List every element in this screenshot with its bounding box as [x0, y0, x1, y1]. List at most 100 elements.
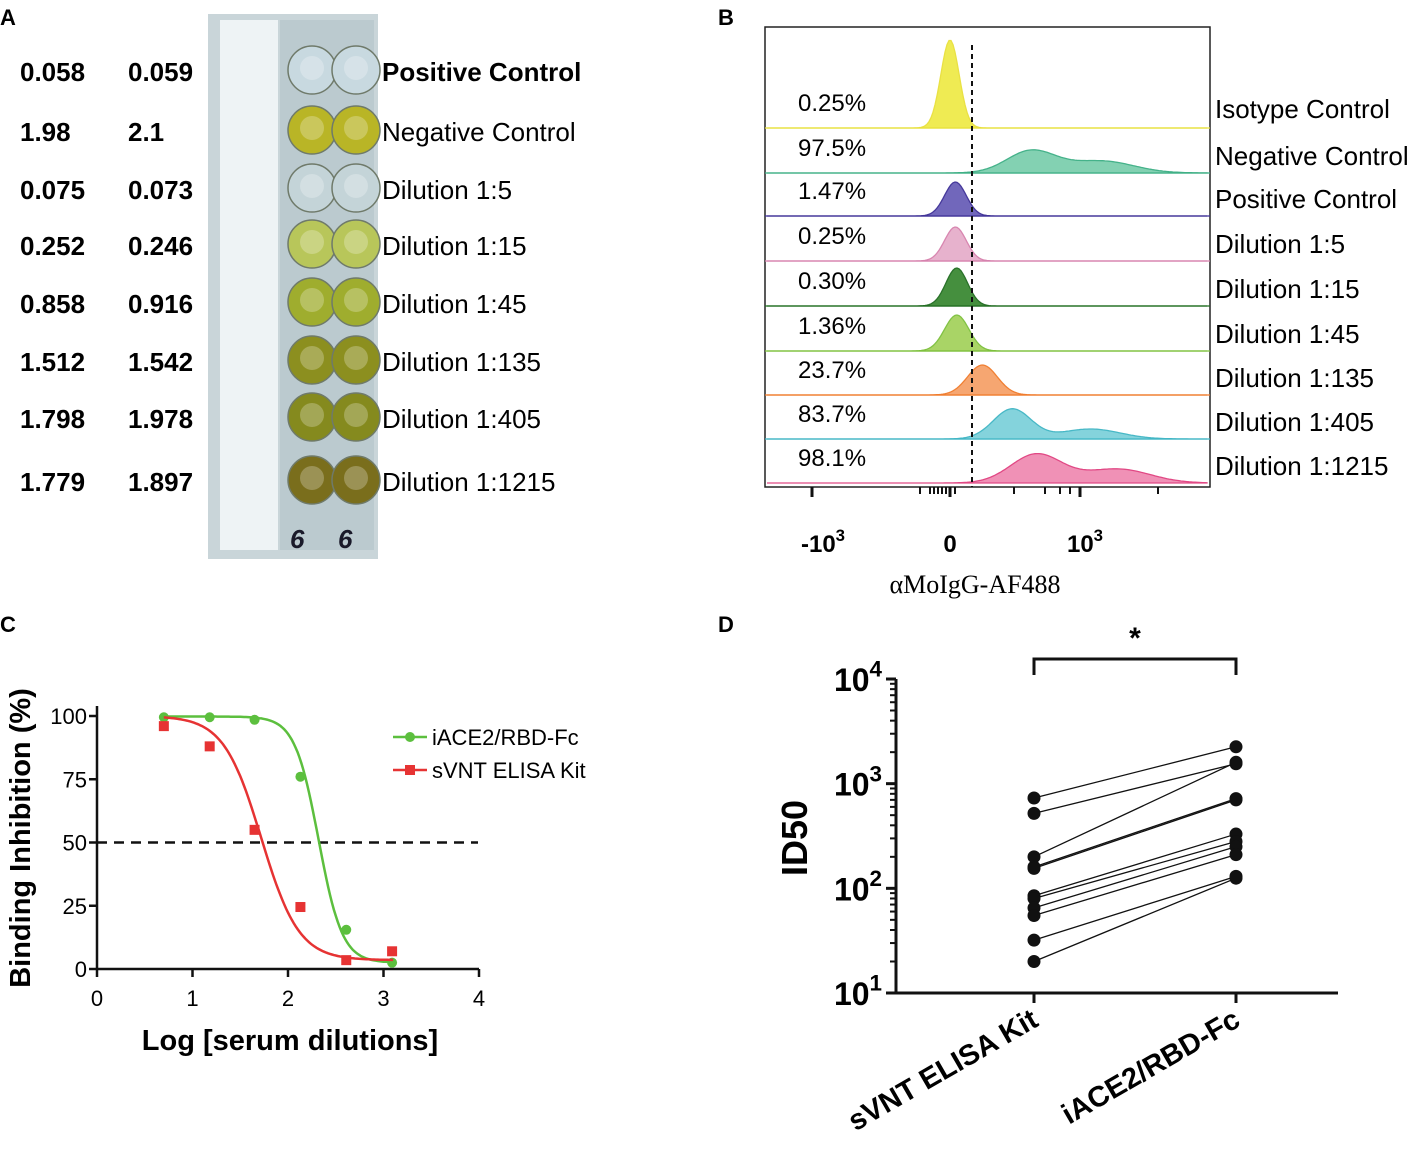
absorbance-value-2: 1.897 [128, 467, 193, 497]
plate-well [331, 455, 381, 505]
sample-label: Dilution 1:15 [1215, 274, 1360, 304]
panel-c-inhibition-curve: 0 25 50 75 100 0 1 2 3 4 Log [serum dilutions] Bind… [5, 688, 586, 1057]
y-tick-label: 102 [834, 866, 882, 907]
pair-line [1033, 840, 1237, 900]
y-tick-label: 103 [834, 761, 882, 802]
fit-curve [163, 716, 394, 962]
pair-line [1033, 846, 1237, 909]
data-point [1027, 806, 1041, 820]
absorbance-value-2: 0.073 [128, 175, 193, 205]
well-highlight [300, 466, 324, 490]
well-highlight [344, 174, 368, 198]
x-tick-label: 3 [377, 986, 389, 1011]
gate-percent: 98.1% [798, 445, 866, 472]
gate-percent: 1.36% [798, 313, 866, 340]
well-highlight [300, 116, 324, 140]
x-tick-label: 0 [91, 986, 103, 1011]
histogram-peak [767, 408, 1207, 440]
x-tick-label: 1 [186, 986, 198, 1011]
well-highlight [344, 230, 368, 254]
pair-line [1033, 797, 1237, 868]
data-point [249, 714, 260, 725]
pair-line [1033, 833, 1237, 897]
absorbance-value-1: 0.858 [20, 289, 85, 319]
legend-label: iACE2/RBD-Fc [432, 725, 579, 750]
y-tick-label: 50 [63, 831, 87, 856]
plate-well [331, 163, 381, 213]
data-point [1229, 740, 1243, 754]
x-axis-label: Log [serum dilutions] [142, 1025, 438, 1057]
y-tick-label: 25 [63, 894, 87, 919]
x-tick-label: -103 [801, 526, 845, 558]
well-highlight [344, 403, 368, 427]
data-point [1027, 933, 1041, 947]
pair-line [1033, 877, 1237, 963]
gate-percent: 0.30% [798, 268, 866, 295]
well-highlight [344, 56, 368, 80]
pair-line [1033, 853, 1237, 917]
plate-edge [220, 20, 278, 550]
panel-letter-a: A [0, 5, 16, 30]
data-point [295, 902, 306, 913]
data-point [249, 824, 260, 835]
row-label: Dilution 1:45 [382, 289, 527, 319]
sample-label: Dilution 1:5 [1215, 229, 1345, 259]
data-point [1027, 861, 1041, 875]
x-tick-label: 4 [473, 986, 485, 1011]
y-tick-label: 101 [834, 971, 882, 1012]
data-point [1229, 848, 1243, 862]
absorbance-value-2: 1.978 [128, 404, 193, 434]
plate-mark: 6 [290, 524, 305, 554]
well-highlight [344, 116, 368, 140]
histogram-frame [764, 26, 1211, 488]
data-point [1229, 755, 1243, 769]
histogram-peak [767, 39, 1207, 129]
sample-label: Dilution 1:405 [1215, 407, 1374, 437]
x-tick-label: 103 [1067, 526, 1103, 558]
data-point [1027, 891, 1041, 905]
plate-well [331, 219, 381, 269]
gate-percent: 23.7% [798, 357, 866, 384]
absorbance-value-2: 1.542 [128, 347, 193, 377]
y-tick-label: 75 [63, 767, 87, 792]
y-axis-label: Binding Inhibition (%) [5, 688, 37, 988]
well-highlight [344, 466, 368, 490]
pair-line [1033, 763, 1237, 815]
data-point [158, 721, 169, 732]
data-point [387, 946, 398, 957]
significance-star: * [1129, 622, 1141, 655]
legend-label: sVNT ELISA Kit [432, 758, 586, 783]
data-point [341, 955, 352, 966]
row-label: Dilution 1:405 [382, 404, 541, 434]
well-highlight [300, 174, 324, 198]
well-highlight [344, 346, 368, 370]
histogram-peak [767, 226, 1207, 262]
absorbance-value-1: 0.252 [20, 231, 85, 261]
data-point [1027, 850, 1041, 864]
histogram-peak [767, 364, 1207, 396]
plate-well [331, 335, 381, 385]
row-label: Dilution 1:5 [382, 175, 512, 205]
x-axis-label: αMoIgG-AF488 [889, 570, 1060, 599]
x-tick-label: 2 [282, 986, 294, 1011]
legend-marker [405, 765, 415, 775]
panel-d-id50-plot: 101 102 103 104 ID50 sVNT ELISA Kit iACE2/RBD-… [774, 622, 1338, 1138]
data-point [341, 924, 352, 935]
row-label: Positive Control [382, 57, 581, 87]
significance-bracket [1032, 657, 1238, 675]
sample-label: Positive Control [1215, 184, 1397, 214]
x-tick-label: 0 [943, 531, 956, 558]
data-point [1229, 793, 1243, 807]
y-tick-label: 104 [834, 657, 883, 698]
plate-mark: 6 [338, 524, 353, 554]
well-highlight [300, 56, 324, 80]
data-point [1027, 954, 1041, 968]
gate-percent: 1.47% [798, 178, 866, 205]
pair-line [1033, 875, 1237, 941]
absorbance-value-1: 0.058 [20, 57, 85, 87]
histogram-peak [767, 452, 1208, 484]
gate-percent: 0.25% [798, 90, 866, 117]
data-point [1027, 791, 1041, 805]
histogram-peak [767, 267, 1207, 307]
